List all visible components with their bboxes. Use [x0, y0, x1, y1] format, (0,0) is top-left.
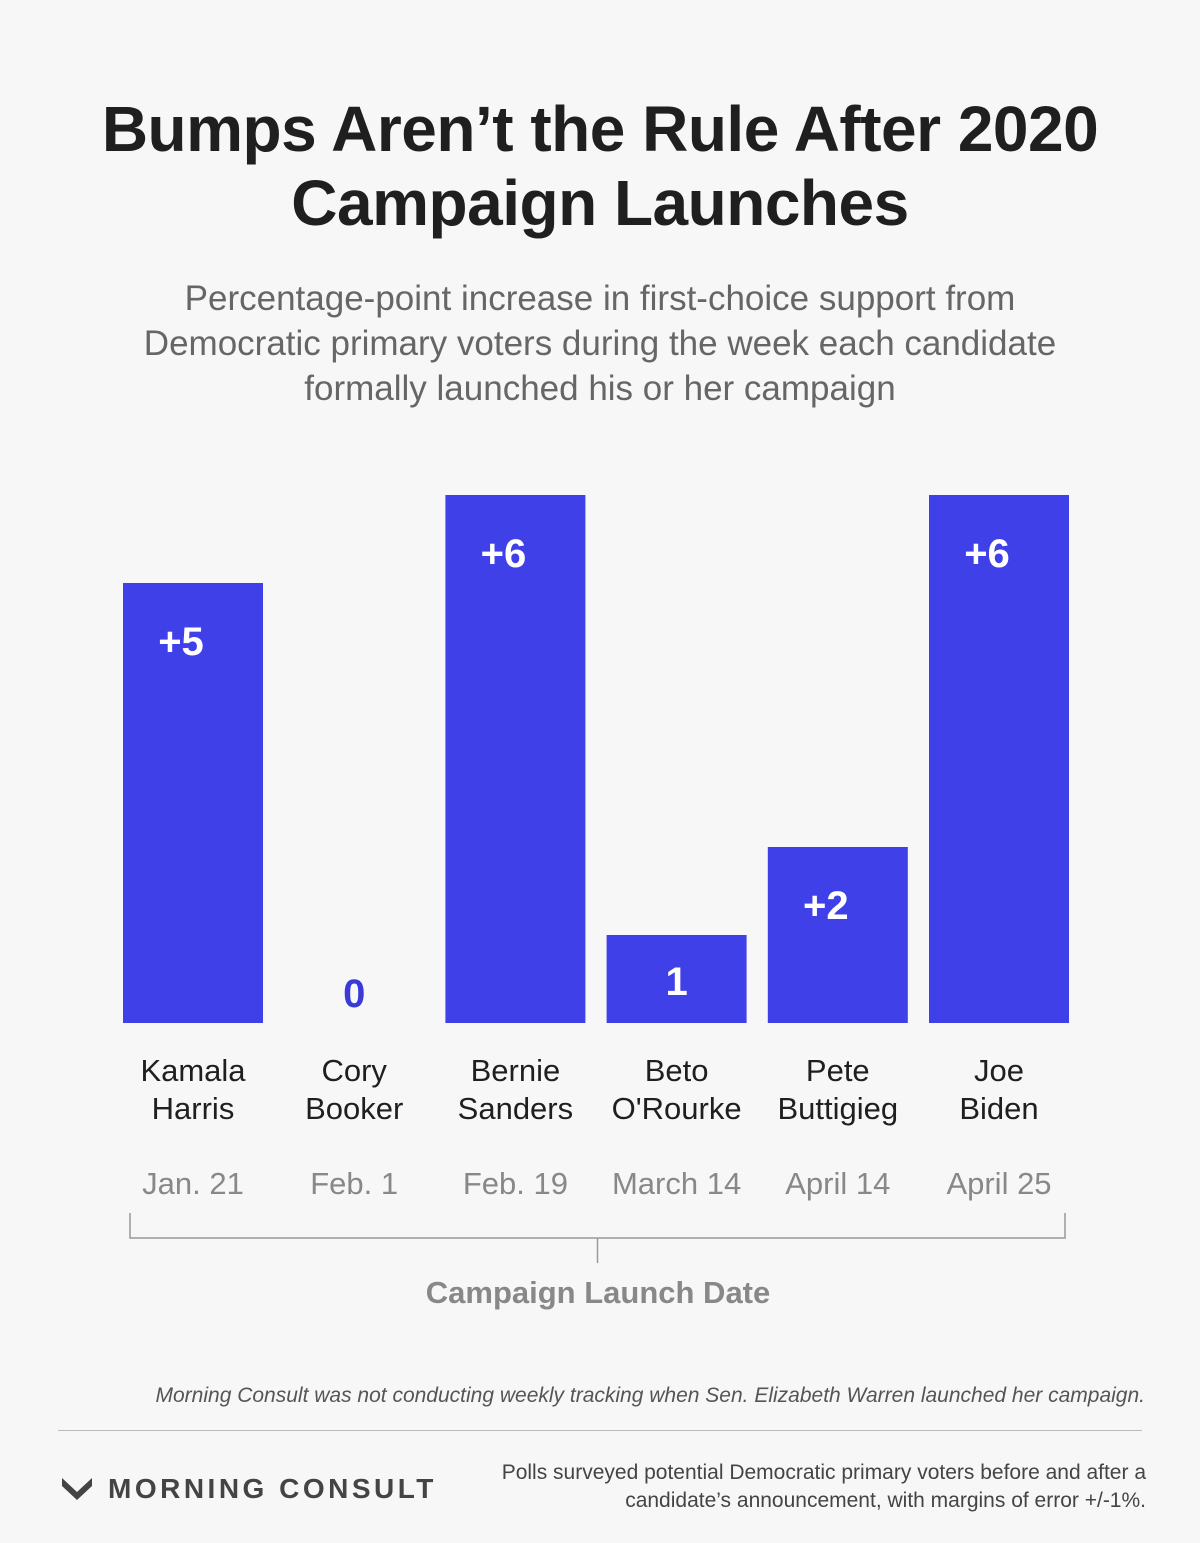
category-label: Harris [152, 1091, 235, 1126]
chart-subtitle: Percentage-point increase in first-choic… [143, 279, 1057, 408]
date-label: Jan. 21 [142, 1166, 244, 1201]
category-label: Biden [959, 1091, 1038, 1126]
brand-logo: MORNING CONSULT [60, 1472, 437, 1506]
category-label: Buttigieg [777, 1091, 898, 1126]
chart-title: Bumps Aren’t the Rule After 2020 Campaig… [101, 93, 1099, 239]
data-label: +2 [803, 884, 849, 928]
data-label: +6 [481, 532, 527, 576]
category-label: Beto [645, 1053, 709, 1088]
category-label: Pete [806, 1053, 870, 1088]
brand-name: MORNING CONSULT [108, 1473, 437, 1504]
category-label: O'Rourke [612, 1091, 742, 1126]
date-label: March 14 [612, 1166, 741, 1201]
source-note: Polls surveyed potential Democratic prim… [501, 1461, 1146, 1512]
morning-consult-logo-icon [62, 1478, 92, 1500]
data-label: 0 [343, 972, 365, 1016]
data-label: +6 [964, 532, 1010, 576]
data-label: +5 [158, 620, 204, 664]
footer-divider [58, 1430, 1142, 1431]
bar [123, 583, 263, 1023]
category-label: Cory [321, 1053, 387, 1088]
x-axis-title: Campaign Launch Date [426, 1275, 771, 1310]
bar [606, 935, 747, 1023]
date-label: Feb. 19 [463, 1166, 568, 1201]
bar [445, 495, 586, 1023]
bar [767, 847, 908, 1023]
category-label: Bernie [471, 1053, 561, 1088]
category-label: Booker [305, 1091, 403, 1126]
category-label: Joe [974, 1053, 1024, 1088]
footnote: Morning Consult was not conducting weekl… [155, 1384, 1146, 1407]
bar [929, 495, 1069, 1023]
data-label: 1 [665, 960, 687, 1004]
date-label: Feb. 1 [310, 1166, 398, 1201]
category-label: Sanders [458, 1091, 573, 1126]
date-label: April 25 [946, 1166, 1051, 1201]
date-label: April 14 [785, 1166, 890, 1201]
axis-bracket [129, 1213, 1066, 1263]
category-label: Kamala [140, 1053, 246, 1088]
